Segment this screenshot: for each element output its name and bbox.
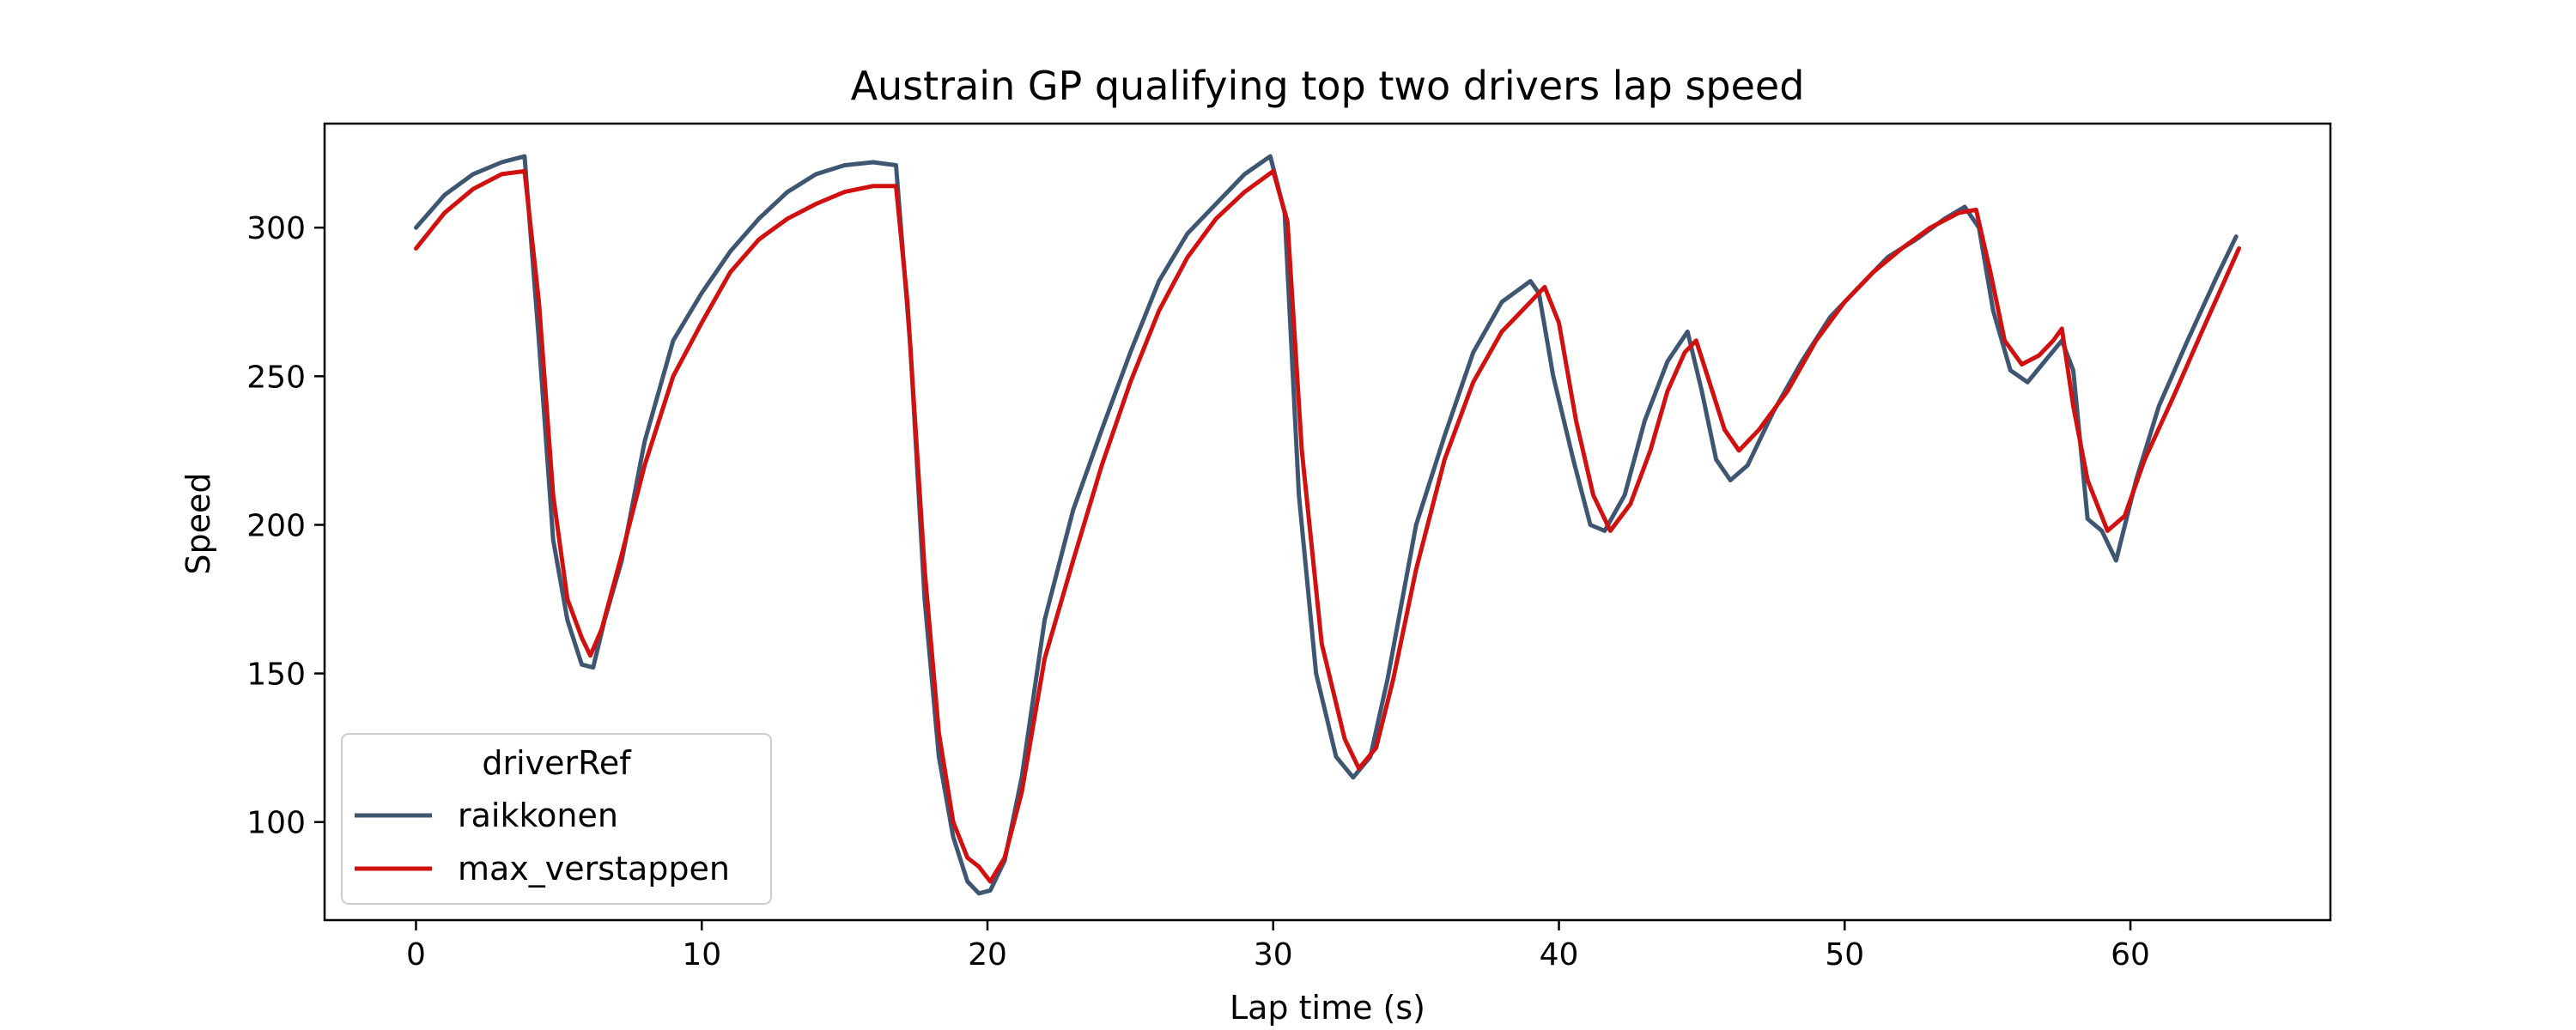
legend-label-raikkonen: raikkonen <box>458 797 618 834</box>
chart-title: Austrain GP qualifying top two drivers l… <box>851 63 1805 109</box>
y-tick-label: 200 <box>246 508 306 543</box>
x-tick-label: 60 <box>2111 937 2150 972</box>
legend-box <box>341 733 772 905</box>
y-axis: 100 150 200 250 300 <box>246 211 325 841</box>
x-tick-label: 30 <box>1254 937 1293 972</box>
legend-title: driverRef <box>482 744 632 782</box>
x-tick-label: 20 <box>968 937 1007 972</box>
legend[interactable]: driverRef raikkonen max_verstappen <box>341 733 772 905</box>
y-tick-label: 300 <box>246 211 306 246</box>
y-axis-label: Speed <box>179 472 217 574</box>
x-tick-label: 10 <box>682 937 721 972</box>
x-axis: 0 10 20 30 40 50 60 <box>406 920 2150 972</box>
x-tick-label: 0 <box>406 937 426 972</box>
y-tick-label: 250 <box>246 360 306 395</box>
x-tick-label: 50 <box>1825 937 1864 972</box>
x-tick-label: 40 <box>1540 937 1579 972</box>
series-line-max-verstappen <box>414 168 2241 884</box>
series-layer <box>414 154 2241 896</box>
legend-label-max-verstappen: max_verstappen <box>458 850 730 888</box>
y-tick-label: 100 <box>246 806 306 841</box>
y-tick-label: 150 <box>246 657 306 693</box>
series-line-raikkonen <box>414 154 2239 896</box>
x-axis-label: Lap time (s) <box>1230 989 1425 1027</box>
plot-area-frame <box>323 122 2332 922</box>
